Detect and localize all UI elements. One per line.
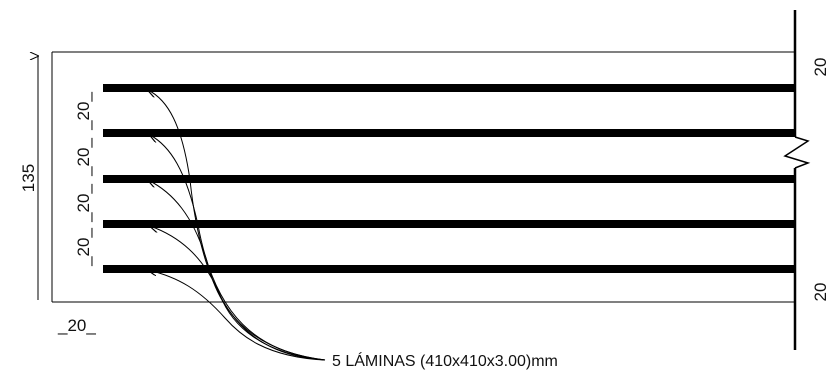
right-bottom-dimension: 20 [811, 283, 830, 302]
leader-line-2 [150, 135, 326, 361]
lamina-4 [103, 220, 795, 228]
break-line [783, 10, 811, 350]
total-height-dimension: 135 [19, 56, 38, 300]
laminas-callout-label: 5 LÁMINAS (410x410x3.00)mm [332, 351, 558, 370]
spacing-dimensions: _20_ _20_ _20_ _20_ [74, 92, 93, 267]
lamina-5 [103, 265, 795, 273]
spacing-label-1: _20_ [74, 92, 93, 131]
spacing-label-3: _20_ [74, 184, 93, 223]
leader-line-3 [148, 180, 326, 361]
callout-leaders [148, 90, 326, 361]
left-offset-label: _20_ [57, 316, 96, 335]
lamina-1 [103, 84, 795, 92]
right-top-dimension: 20 [811, 58, 830, 77]
lamina-2 [103, 129, 795, 137]
spacing-label-2: _20_ [74, 138, 93, 177]
spacing-label-4: _20_ [74, 228, 93, 267]
leader-line-5 [148, 270, 326, 361]
section-outline [51, 51, 795, 303]
leader-line-4 [150, 226, 326, 361]
lamina-3 [103, 175, 795, 183]
laminas-group [103, 84, 795, 273]
total-height-label: 135 [19, 164, 38, 192]
